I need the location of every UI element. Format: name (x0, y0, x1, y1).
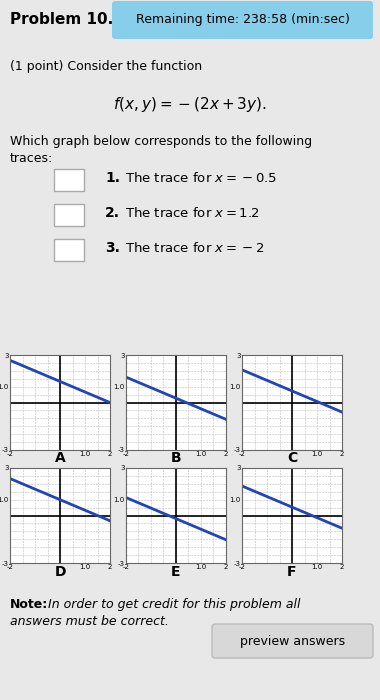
FancyBboxPatch shape (212, 624, 373, 658)
Text: Problem 10.: Problem 10. (10, 13, 113, 27)
Text: Remaining time: 238:58 (min:sec): Remaining time: 238:58 (min:sec) (136, 13, 350, 27)
Text: The trace for $x = -2$: The trace for $x = -2$ (125, 241, 264, 255)
Text: In order to get credit for this problem all: In order to get credit for this problem … (44, 598, 301, 611)
Text: Note:: Note: (10, 598, 48, 611)
FancyBboxPatch shape (112, 1, 373, 39)
Text: 1.: 1. (105, 171, 120, 185)
Text: answers must be correct.: answers must be correct. (10, 615, 169, 628)
Text: E: E (171, 565, 181, 579)
Text: D: D (54, 565, 66, 579)
Text: A: A (55, 451, 65, 465)
Text: 2.: 2. (105, 206, 120, 220)
Text: 3.: 3. (105, 241, 120, 255)
Text: preview answers: preview answers (241, 634, 345, 648)
Text: F: F (287, 565, 297, 579)
FancyBboxPatch shape (54, 204, 84, 226)
Text: (1 point) Consider the function: (1 point) Consider the function (10, 60, 202, 73)
Text: $f(x, y) = -(2x + 3y).$: $f(x, y) = -(2x + 3y).$ (113, 95, 267, 114)
FancyBboxPatch shape (54, 239, 84, 261)
FancyBboxPatch shape (54, 169, 84, 191)
Text: Which graph below corresponds to the following: Which graph below corresponds to the fol… (10, 135, 312, 148)
Text: traces:: traces: (10, 152, 53, 165)
Text: B: B (171, 451, 181, 465)
Text: The trace for $x = 1.2$: The trace for $x = 1.2$ (125, 206, 260, 220)
Text: The trace for $x = -0.5$: The trace for $x = -0.5$ (125, 171, 277, 185)
Text: C: C (287, 451, 297, 465)
